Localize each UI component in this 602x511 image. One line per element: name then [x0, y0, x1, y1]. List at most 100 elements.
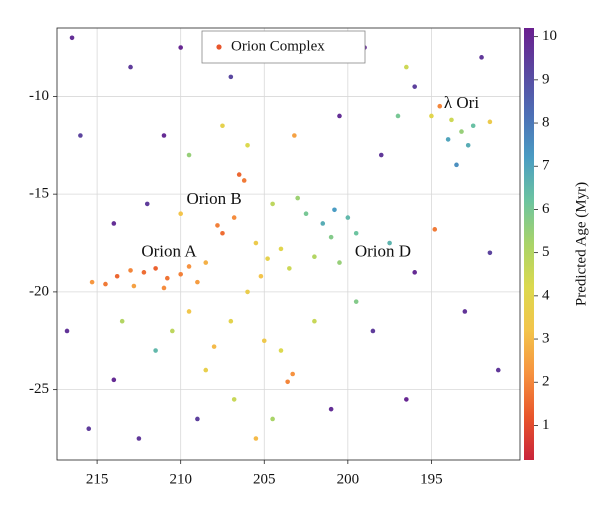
annotation: Orion A — [141, 242, 197, 261]
data-point — [114, 273, 120, 279]
data-point — [161, 285, 167, 291]
data-point — [186, 264, 192, 269]
annotation: λ Ori — [444, 93, 479, 112]
data-point — [178, 271, 183, 277]
data-point — [161, 133, 167, 138]
data-point — [111, 221, 117, 226]
data-point — [412, 84, 417, 89]
x-tick-label: 215 — [86, 471, 109, 487]
data-point — [203, 367, 209, 373]
data-point — [479, 55, 484, 60]
plot-frame — [56, 27, 521, 461]
data-point — [404, 397, 409, 402]
legend: Orion Complex — [201, 30, 366, 64]
data-point — [303, 211, 309, 217]
data-point — [261, 338, 267, 344]
data-point — [220, 123, 225, 129]
data-point — [253, 436, 259, 441]
colorbar-tick-label: 4 — [542, 287, 550, 303]
data-point — [345, 215, 351, 220]
data-point — [487, 119, 493, 125]
data-point — [253, 240, 259, 246]
data-point — [170, 328, 175, 334]
data-point — [89, 279, 95, 285]
data-point — [231, 215, 237, 220]
data-point — [245, 142, 250, 148]
data-point — [432, 227, 438, 232]
annotation: Orion D — [355, 242, 411, 261]
colorbar-tick-label: 5 — [542, 244, 550, 260]
data-point — [337, 260, 342, 265]
legend-label: Orion Complex — [231, 38, 325, 54]
x-tick-label: 205 — [253, 471, 276, 487]
data-point — [215, 223, 220, 228]
data-point — [292, 133, 297, 138]
data-point — [462, 309, 468, 314]
data-point — [141, 270, 147, 275]
data-point — [228, 318, 234, 324]
data-point — [290, 371, 295, 377]
data-point — [337, 113, 342, 119]
data-point — [353, 299, 359, 304]
data-point — [128, 268, 133, 273]
colorbar-label: Predicted Age (Myr) — [573, 182, 589, 306]
data-point — [312, 318, 317, 324]
data-point — [412, 270, 417, 275]
data-point — [111, 377, 117, 383]
annotations: Orion A Orion B Orion D λ Ori — [141, 93, 479, 261]
x-tick-label: 200 — [337, 471, 360, 487]
y-tick-label: -25 — [29, 381, 49, 397]
data-point — [487, 250, 493, 256]
data-point — [395, 113, 401, 119]
data-point — [103, 281, 108, 287]
data-point — [153, 266, 158, 271]
colorbar-tick-label: 8 — [542, 114, 550, 130]
colorbar-tick-label: 9 — [542, 71, 550, 87]
data-point — [495, 367, 501, 373]
data-point — [265, 256, 270, 261]
data-point — [445, 137, 451, 142]
annotation: Orion B — [186, 189, 241, 208]
data-point — [236, 172, 242, 177]
data-point — [231, 397, 237, 402]
data-point — [153, 348, 158, 353]
data-point — [295, 195, 300, 201]
points — [64, 35, 501, 441]
data-point — [387, 240, 392, 246]
data-point — [287, 266, 292, 271]
data-point — [470, 123, 476, 129]
data-point — [178, 211, 183, 217]
data-point — [353, 230, 359, 236]
data-point — [270, 201, 275, 207]
colorbar-tick-label: 7 — [542, 158, 550, 174]
data-point — [404, 64, 409, 70]
data-point — [220, 230, 225, 236]
x-tick-label: 210 — [169, 471, 192, 487]
data-point — [165, 275, 170, 281]
data-point — [195, 279, 200, 285]
data-point — [320, 221, 326, 226]
data-point — [437, 103, 443, 109]
colorbar-tick-label: 10 — [542, 28, 557, 44]
data-point — [69, 35, 75, 41]
data-point — [328, 406, 334, 412]
data-point — [186, 309, 192, 314]
data-point — [270, 416, 275, 422]
data-point — [245, 289, 250, 295]
data-point — [119, 318, 125, 324]
y-tick-label: -20 — [29, 283, 49, 299]
data-point — [449, 117, 454, 123]
data-point — [64, 328, 70, 334]
data-point — [136, 436, 142, 441]
data-point — [312, 254, 317, 260]
colorbar-tick-label: 3 — [542, 330, 550, 346]
data-point — [178, 45, 183, 50]
legend-box — [201, 30, 366, 64]
data-point — [211, 344, 217, 349]
data-point — [128, 64, 133, 70]
colorbar-tick-label: 6 — [542, 201, 550, 217]
data-point — [370, 328, 376, 334]
data-point — [465, 142, 471, 148]
data-point — [332, 207, 337, 213]
